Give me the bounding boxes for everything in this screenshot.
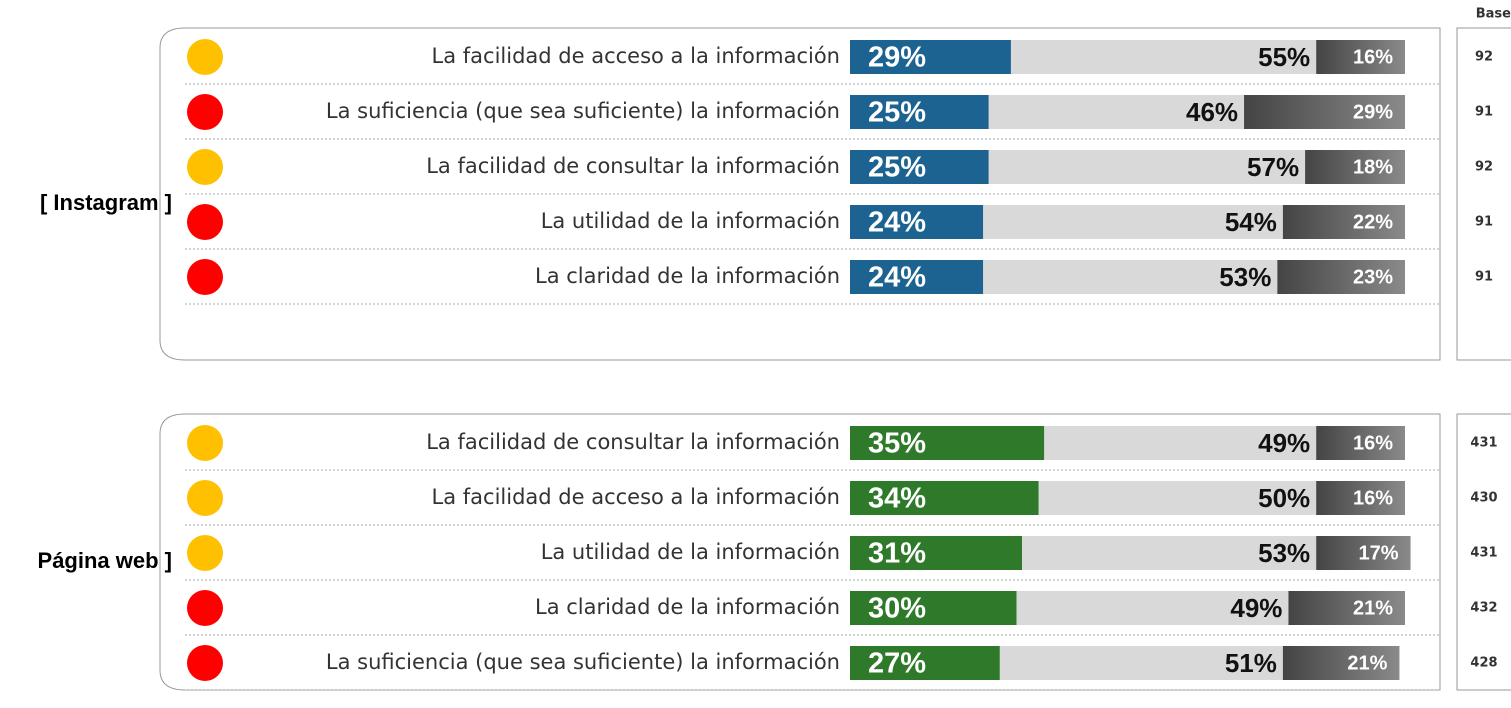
bar-segment: [1316, 481, 1405, 515]
bar-segment: [1316, 536, 1411, 570]
value-label: 18%: [1353, 156, 1393, 178]
panel-title: [ Instagram ]: [40, 190, 172, 215]
category-label: La utilidad de la información: [541, 540, 840, 564]
category-label: La utilidad de la información: [541, 209, 840, 233]
bar-segment: [850, 95, 989, 129]
base-value: 431: [1470, 546, 1497, 561]
bar-segment: [1244, 95, 1405, 129]
bar-segment: [850, 481, 1039, 515]
value-label: 17%: [1359, 542, 1399, 564]
value-label: 50%: [1258, 483, 1310, 513]
status-dot: [187, 204, 223, 240]
panel-frame: [159, 413, 1441, 691]
bar-segment: [1022, 536, 1317, 570]
value-label: 29%: [1353, 101, 1393, 123]
value-label: 34%: [868, 483, 926, 515]
bar-segment: [1038, 481, 1317, 515]
value-label: 53%: [1219, 262, 1271, 292]
status-dot: [187, 645, 223, 681]
bar-segment: [988, 95, 1245, 129]
value-label: 24%: [868, 262, 926, 294]
status-dot: [187, 480, 223, 516]
bar-segment: [988, 150, 1306, 184]
value-label: 55%: [1258, 42, 1310, 72]
value-label: 16%: [1353, 46, 1393, 68]
value-label: 21%: [1353, 597, 1393, 619]
base-value: 430: [1470, 491, 1497, 506]
bar-segment: [1044, 426, 1317, 460]
value-label: 49%: [1230, 593, 1282, 623]
status-dot: [187, 259, 223, 295]
value-label: 29%: [868, 42, 926, 74]
category-label: La suficiencia (que sea suficiente) la i…: [326, 99, 840, 123]
bar-segment: [983, 260, 1278, 294]
value-label: 16%: [1353, 432, 1393, 454]
status-dot: [187, 590, 223, 626]
status-dot: [187, 39, 223, 75]
value-label: 53%: [1258, 538, 1310, 568]
bar-segment: [850, 150, 989, 184]
bar-segment: [850, 205, 984, 239]
category-label: La claridad de la información: [535, 595, 840, 619]
bar-segment: [1282, 646, 1400, 680]
base-value: 428: [1470, 656, 1497, 671]
bar-segment: [1277, 260, 1405, 294]
panel-frame: [159, 27, 1441, 361]
bar-segment: [850, 536, 1023, 570]
bar-segment: [1282, 205, 1405, 239]
category-label: La facilidad de acceso a la información: [432, 44, 840, 68]
category-label: La suficiencia (que sea suficiente) la i…: [326, 650, 840, 674]
value-label: 21%: [1347, 652, 1387, 674]
value-label: 27%: [868, 648, 926, 680]
base-box: [1456, 27, 1511, 361]
value-label: 31%: [868, 538, 926, 570]
value-label: 25%: [868, 152, 926, 184]
status-dot: [187, 94, 223, 130]
category-label: La facilidad de consultar la información: [426, 430, 840, 454]
category-label: La facilidad de acceso a la información: [432, 485, 840, 509]
base-value: 91: [1475, 270, 1493, 285]
status-dot: [187, 535, 223, 571]
bar-segment: [1016, 591, 1289, 625]
value-label: 35%: [868, 428, 926, 460]
bar-segment: [999, 646, 1283, 680]
value-label: 51%: [1225, 648, 1277, 678]
value-label: 57%: [1247, 152, 1299, 182]
base-value: 432: [1470, 601, 1497, 616]
value-label: 22%: [1353, 211, 1393, 233]
base-value: 431: [1470, 436, 1497, 451]
value-label: 46%: [1186, 97, 1238, 127]
base-value: 91: [1475, 215, 1493, 230]
base-header: Base: [1476, 7, 1511, 22]
value-label: 24%: [868, 207, 926, 239]
value-label: 49%: [1258, 428, 1310, 458]
bar-segment: [1010, 40, 1317, 74]
bar-segment: [850, 591, 1017, 625]
bar-segment: [1305, 150, 1405, 184]
bar-segment: [1288, 591, 1405, 625]
bar-segment: [1316, 40, 1405, 74]
status-dot: [187, 149, 223, 185]
bar-segment: [1316, 426, 1405, 460]
bar-segment: [850, 260, 984, 294]
value-label: 25%: [868, 97, 926, 129]
value-label: 23%: [1353, 266, 1393, 288]
base-value: 92: [1475, 50, 1493, 65]
panel-title: Página web ]: [38, 548, 172, 573]
bar-segment: [850, 646, 1000, 680]
base-box: [1456, 413, 1511, 691]
status-dot: [187, 425, 223, 461]
base-value: 91: [1475, 105, 1493, 120]
bar-segment: [850, 426, 1045, 460]
category-label: La claridad de la información: [535, 264, 840, 288]
value-label: 30%: [868, 593, 926, 625]
value-label: 16%: [1353, 487, 1393, 509]
value-label: 54%: [1225, 207, 1277, 237]
base-value: 92: [1475, 160, 1493, 175]
bar-segment: [850, 40, 1011, 74]
category-label: La facilidad de consultar la información: [426, 154, 840, 178]
bar-segment: [983, 205, 1283, 239]
